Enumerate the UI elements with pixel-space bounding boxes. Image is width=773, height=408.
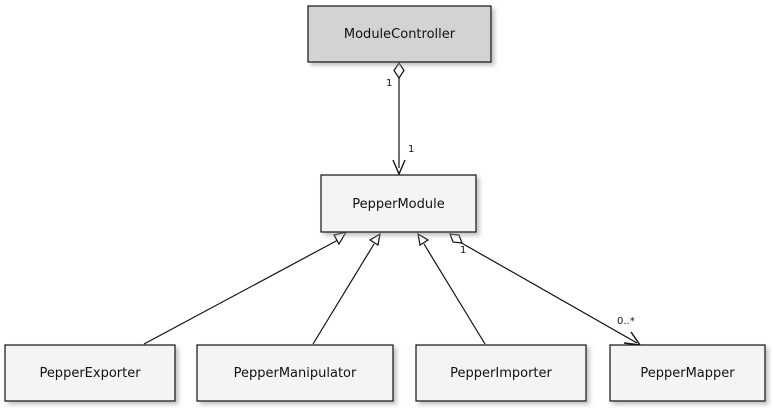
- class-name: PepperImporter: [450, 366, 552, 381]
- generalization-triangle-exporter: [333, 231, 348, 246]
- class-name: PepperModule: [352, 197, 445, 212]
- class-pepper-exporter[interactable]: PepperExporter: [4, 344, 176, 402]
- class-box: [320, 174, 477, 233]
- navigable-arrowhead-mapper: [623, 331, 642, 346]
- class-box: [4, 344, 176, 402]
- multiplicity-module-target: 1: [408, 144, 414, 155]
- class-pepper-mapper[interactable]: PepperMapper: [609, 344, 766, 402]
- multiplicity-controller-source: 1: [386, 78, 392, 89]
- aggregation-controller-to-module: [392, 61, 406, 176]
- class-box: [609, 344, 766, 402]
- generalization-triangle-importer: [417, 232, 430, 246]
- multiplicity-module-source: 1: [460, 245, 466, 256]
- generalization-triangle-manipulator: [368, 232, 381, 246]
- class-box: [196, 344, 394, 402]
- class-pepper-manipulator[interactable]: PepperManipulator: [196, 344, 394, 402]
- class-name: PepperExporter: [39, 366, 141, 381]
- generalization-exporter-to-module: [143, 231, 348, 345]
- class-box: [307, 5, 492, 63]
- generalization-manipulator-to-module: [312, 232, 381, 345]
- class-pepper-module[interactable]: PepperModule: [320, 174, 477, 233]
- aggregation-diamond-controller: [393, 61, 405, 80]
- aggregation-diamond-module: [449, 233, 463, 244]
- generalization-importer-to-module: [417, 232, 486, 345]
- class-name: ModuleController: [344, 27, 456, 42]
- class-module-controller[interactable]: ModuleController: [307, 5, 492, 63]
- class-name: PepperManipulator: [234, 366, 357, 381]
- class-name: PepperMapper: [640, 366, 735, 381]
- class-pepper-importer[interactable]: PepperImporter: [415, 344, 587, 402]
- navigable-arrowhead-module: [392, 159, 406, 176]
- class-box: [415, 344, 587, 402]
- multiplicity-mapper-target: 0..*: [617, 316, 635, 327]
- aggregation-module-to-mapper: [449, 233, 642, 346]
